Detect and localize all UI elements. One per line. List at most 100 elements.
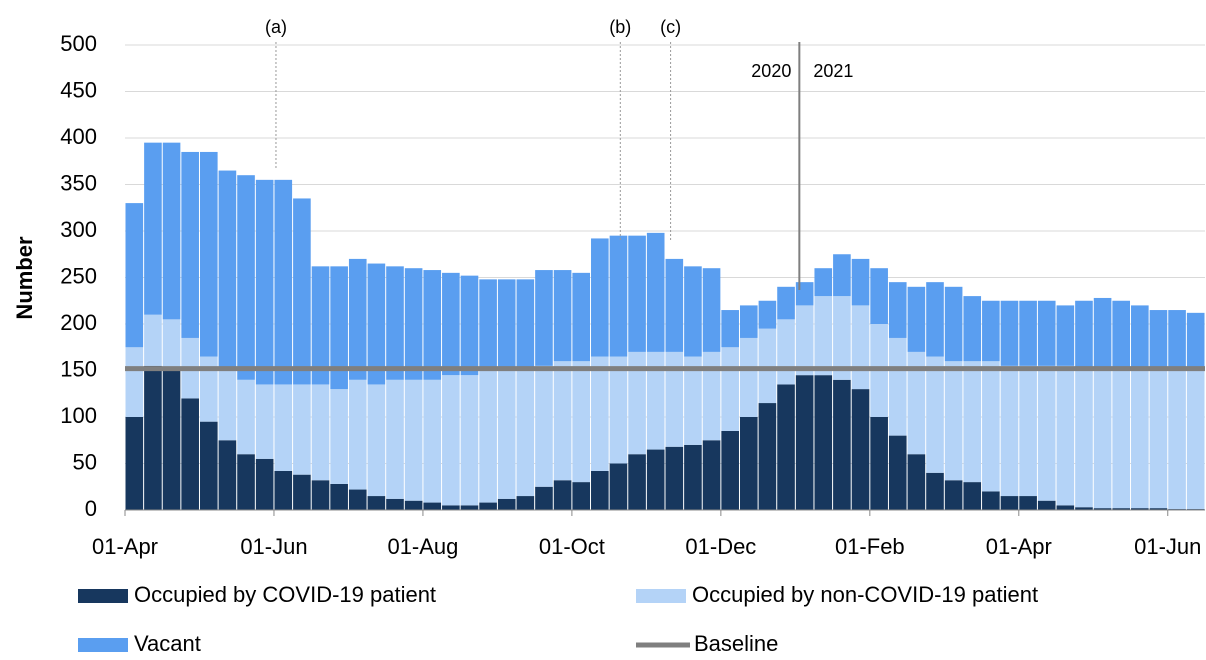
bar-segment (944, 286, 963, 362)
bar-segment (1112, 300, 1131, 371)
bar-segment (721, 430, 739, 510)
bar-segment (1019, 300, 1037, 366)
bar-segment (628, 351, 646, 455)
bar-segment (218, 370, 237, 441)
bar-segment (609, 235, 628, 357)
bar-segment (1056, 305, 1075, 366)
bar-segment (1000, 300, 1019, 366)
bar-segment (572, 361, 591, 483)
bar-segment (367, 384, 386, 497)
y-tick-label: 250 (60, 263, 97, 288)
bar-segment (777, 384, 795, 510)
bar-segment (1149, 310, 1168, 371)
bar-segment (1037, 365, 1056, 501)
bar-segment (907, 286, 926, 352)
legend-label: Occupied by COVID-19 patient (134, 582, 436, 607)
bar-segment (851, 305, 870, 390)
bar-segment (144, 365, 162, 510)
bar-segment (907, 351, 926, 455)
bar-segment (535, 486, 553, 510)
legend-swatch (636, 589, 686, 603)
bar-segment (795, 375, 814, 510)
bar-segment (1168, 370, 1186, 510)
bar-segment (888, 337, 907, 436)
bar-segment (144, 142, 162, 315)
bar-segment (460, 375, 479, 506)
bar-segment (926, 282, 944, 357)
y-tick-label: 500 (60, 31, 97, 56)
x-tick-label: 01-Oct (539, 534, 605, 559)
bar-segment (982, 361, 1000, 492)
bar-segment (907, 454, 926, 510)
bar-segment (442, 505, 460, 510)
bar-segment (628, 235, 646, 352)
bar-segment (255, 384, 274, 459)
bar-segment (1093, 508, 1112, 510)
bar-segment (1019, 365, 1037, 497)
bar-segment (404, 379, 423, 501)
bar-segment (814, 296, 833, 376)
bar-segment (814, 268, 833, 297)
bar-segment (1131, 305, 1149, 371)
bar-segment (423, 270, 442, 380)
bar-segment (237, 454, 255, 510)
bar-segment (330, 389, 348, 484)
bar-segment (125, 347, 144, 417)
bar-segment (274, 384, 293, 471)
bar-segment (758, 403, 777, 510)
bar-segment (814, 375, 833, 510)
y-tick-label: 400 (60, 124, 97, 149)
bar-segment (199, 356, 218, 422)
bar-segment (739, 337, 758, 417)
bar-segment (665, 258, 684, 352)
x-tick-label: 01-Aug (387, 534, 458, 559)
bar-segment (144, 314, 162, 366)
y-axis-label: Number (12, 236, 37, 320)
legend-label: Baseline (694, 631, 778, 656)
bar-segment (795, 305, 814, 376)
bar-segment (702, 268, 721, 352)
legend-label: Occupied by non-COVID-19 patient (692, 582, 1038, 607)
bar-segment (311, 480, 330, 510)
bar-segment (1168, 310, 1186, 371)
bar-segment (684, 266, 702, 357)
bar-segment (609, 356, 628, 464)
bar-segment (833, 254, 851, 297)
bar-segment (367, 263, 386, 385)
bar-segment (553, 361, 572, 481)
y-tick-label: 450 (60, 77, 97, 102)
bar-segment (1019, 496, 1037, 510)
bar-segment (311, 384, 330, 481)
bar-segment (702, 351, 721, 441)
bar-segment (311, 266, 330, 385)
bar-segment (516, 496, 535, 510)
bar-segment (255, 179, 274, 385)
bar-segment (1037, 500, 1056, 510)
y-tick-label: 200 (60, 310, 97, 335)
bar-segment (944, 361, 963, 481)
bar-segment (237, 175, 255, 380)
bar-segment (348, 379, 367, 490)
bar-segment (479, 370, 497, 503)
bar-segment (702, 440, 721, 510)
bar-segment (646, 232, 665, 352)
bar-segment (739, 305, 758, 338)
bar-segment (888, 282, 907, 338)
bar-segment (386, 266, 404, 380)
bar-segment (684, 444, 702, 510)
y-tick-label: 100 (60, 403, 97, 428)
bar-segment (777, 286, 795, 320)
bar-segment (330, 483, 348, 510)
bar-segment (982, 300, 1000, 362)
x-tick-label: 01-Dec (685, 534, 756, 559)
bar-segment (181, 398, 199, 510)
y-tick-label: 0 (85, 496, 97, 521)
bar-segment (1131, 370, 1149, 509)
bar-segment (348, 489, 367, 510)
bar-segment (591, 356, 609, 471)
bar-segment (721, 310, 739, 348)
annotation: (a) (265, 17, 287, 37)
bar-segment (293, 474, 311, 510)
bar-segment (497, 279, 516, 371)
legend-label: Vacant (134, 631, 201, 656)
